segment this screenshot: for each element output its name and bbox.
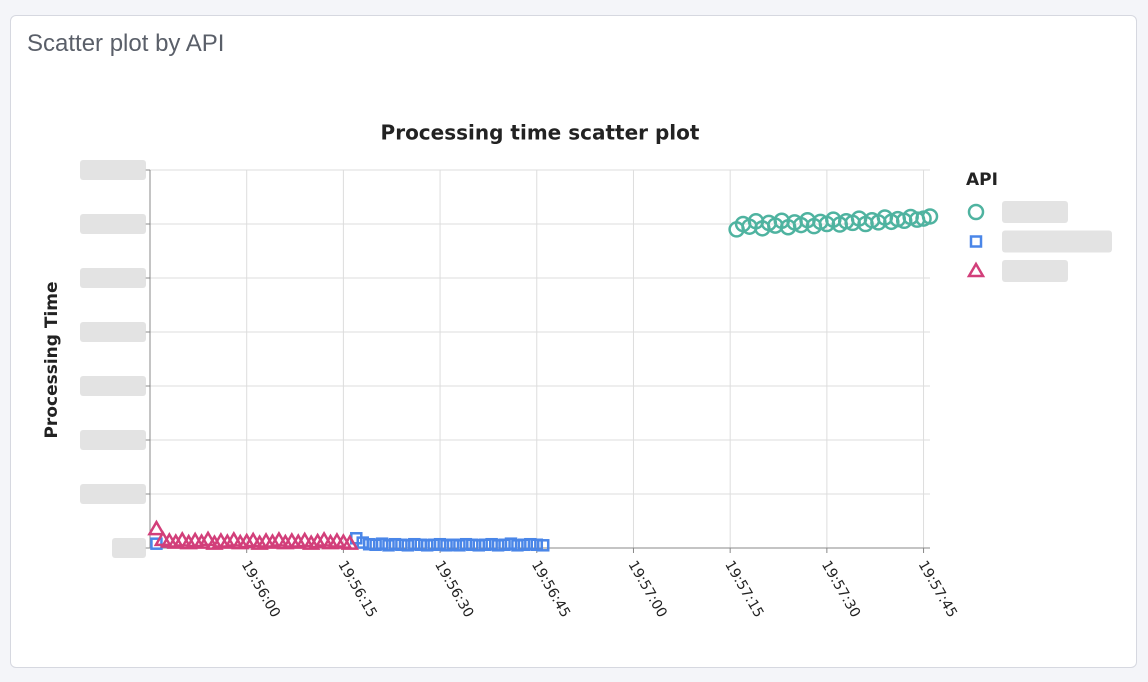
point	[517, 538, 531, 552]
legend-marker	[969, 235, 983, 248]
point	[375, 537, 389, 550]
x-tick-label: 19:57:15	[721, 558, 766, 620]
point	[485, 537, 498, 551]
blurred-label	[1002, 230, 1112, 253]
panel-title: Scatter plot by API	[27, 30, 225, 57]
chart-title: Processing time scatter plot	[381, 121, 700, 145]
point	[192, 533, 211, 549]
blurred-label	[80, 484, 146, 504]
point	[179, 533, 198, 550]
point	[205, 534, 224, 550]
point	[401, 539, 415, 552]
x-tick-label: 19:57:45	[915, 558, 960, 620]
point	[263, 533, 282, 549]
x-tick-label: 19:56:00	[238, 558, 283, 620]
point	[504, 537, 518, 550]
point	[166, 533, 185, 549]
point	[433, 537, 447, 551]
point	[369, 538, 382, 552]
point	[446, 538, 460, 552]
point	[414, 538, 427, 552]
x-tick-label: 19:56:15	[334, 558, 379, 620]
point	[498, 538, 511, 552]
x-tick-label: 19:56:30	[431, 558, 476, 620]
point	[289, 533, 308, 549]
point	[147, 519, 166, 536]
blurred-label	[80, 376, 146, 396]
blurred-label	[1002, 260, 1068, 282]
point	[420, 539, 434, 552]
panel: Scatter plot by API	[10, 15, 1137, 668]
point	[321, 533, 340, 550]
point	[198, 530, 218, 547]
legend-marker	[966, 261, 986, 278]
point	[472, 539, 486, 552]
x-tick-label: 19:57:00	[625, 558, 670, 620]
point	[388, 537, 402, 551]
point	[340, 534, 360, 550]
point	[301, 534, 321, 550]
blurred-label	[80, 430, 146, 450]
point	[308, 532, 327, 549]
point	[382, 539, 395, 552]
blurred-label	[112, 538, 146, 558]
point	[250, 534, 269, 550]
y-axis-label: Processing Time	[42, 281, 62, 438]
point	[440, 539, 453, 552]
point	[276, 533, 295, 550]
point	[478, 538, 492, 552]
point	[511, 539, 524, 552]
x-tick-label: 19:57:30	[818, 558, 863, 620]
point	[466, 538, 479, 552]
x-tick-label: 19:56:45	[528, 558, 573, 620]
legend-marker	[967, 203, 985, 221]
blurred-label	[80, 214, 146, 234]
point	[395, 538, 408, 552]
point	[530, 538, 544, 552]
point	[459, 537, 473, 551]
blurred-label	[80, 322, 146, 342]
blurred-label	[1002, 201, 1068, 223]
point	[218, 533, 237, 549]
point	[356, 536, 369, 549]
point	[536, 539, 550, 552]
legend-title: API	[966, 170, 998, 190]
point	[453, 539, 466, 552]
point	[921, 208, 939, 225]
point	[491, 539, 505, 552]
point	[524, 537, 537, 551]
blurred-label	[80, 160, 146, 180]
blurred-label	[80, 268, 146, 288]
point	[427, 538, 440, 552]
point	[362, 537, 376, 551]
point	[408, 537, 421, 551]
